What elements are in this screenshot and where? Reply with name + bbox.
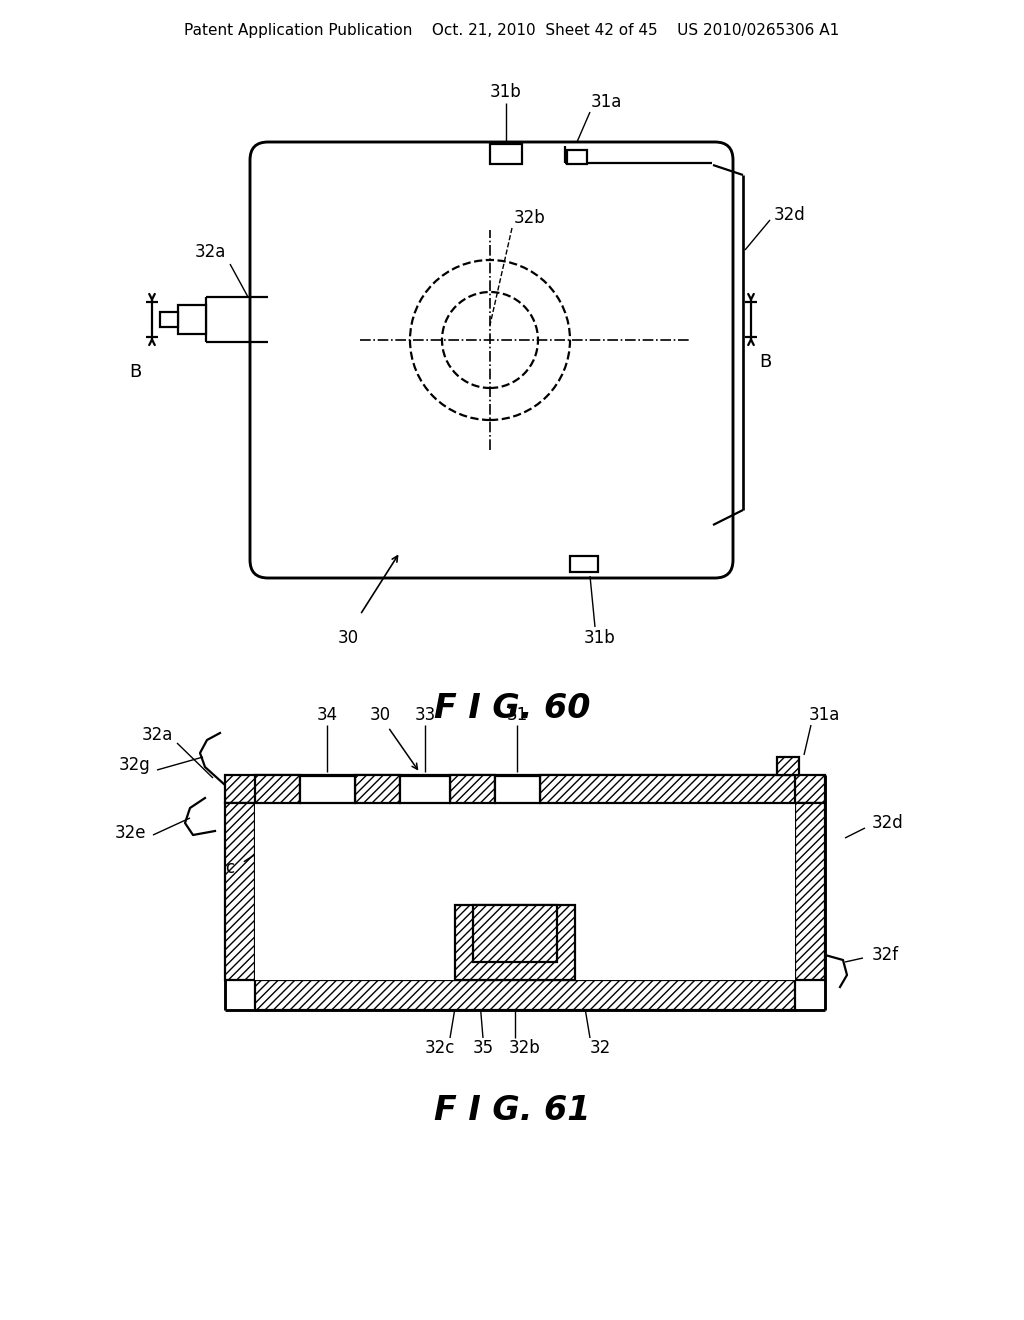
Text: c: c — [225, 859, 234, 876]
Bar — [795, 803, 825, 979]
Bar — [255, 803, 795, 979]
Text: 32b: 32b — [509, 1039, 541, 1057]
Bar — [490, 144, 522, 164]
Text: 31b: 31b — [490, 83, 522, 102]
Bar — [473, 906, 557, 962]
Text: Patent Application Publication    Oct. 21, 2010  Sheet 42 of 45    US 2010/02653: Patent Application Publication Oct. 21, … — [184, 22, 840, 37]
Bar — [255, 979, 795, 1010]
Text: F I G. 61: F I G. 61 — [434, 1093, 590, 1126]
FancyBboxPatch shape — [250, 143, 733, 578]
Bar — [777, 756, 799, 775]
Bar — [567, 150, 587, 164]
Text: B: B — [129, 363, 141, 381]
Text: 31: 31 — [507, 706, 527, 723]
Bar — [300, 776, 355, 803]
Text: 34: 34 — [316, 706, 338, 723]
Text: 32b: 32b — [514, 209, 546, 227]
Text: 30: 30 — [338, 630, 358, 647]
Text: B: B — [759, 352, 771, 371]
Bar — [178, 305, 206, 334]
Bar — [255, 803, 795, 979]
Bar — [450, 775, 495, 803]
Bar — [540, 775, 795, 803]
Text: 32g: 32g — [119, 756, 151, 774]
Text: 32d: 32d — [872, 814, 904, 832]
Bar — [455, 906, 575, 979]
Text: 35: 35 — [472, 1039, 494, 1057]
Bar — [473, 906, 557, 962]
Bar — [225, 803, 255, 979]
Text: 32a: 32a — [141, 726, 173, 744]
Text: 32: 32 — [590, 1039, 610, 1057]
Bar — [777, 756, 799, 775]
Bar — [495, 776, 540, 803]
Bar — [400, 776, 450, 803]
Text: 32e: 32e — [115, 824, 145, 842]
Bar — [225, 775, 825, 803]
Bar — [355, 775, 400, 803]
Bar — [255, 775, 300, 803]
Text: 30: 30 — [370, 706, 390, 723]
Bar — [160, 312, 178, 327]
Text: 31a: 31a — [808, 706, 840, 723]
Text: 32d: 32d — [774, 206, 806, 224]
Text: 32c: 32c — [425, 1039, 456, 1057]
Text: 32f: 32f — [871, 946, 899, 964]
Text: F I G. 60: F I G. 60 — [434, 692, 590, 725]
Text: 32a: 32a — [195, 243, 225, 261]
Bar — [570, 556, 598, 572]
Text: 31b: 31b — [584, 630, 615, 647]
Text: 33: 33 — [415, 706, 435, 723]
Text: 31a: 31a — [590, 92, 622, 111]
